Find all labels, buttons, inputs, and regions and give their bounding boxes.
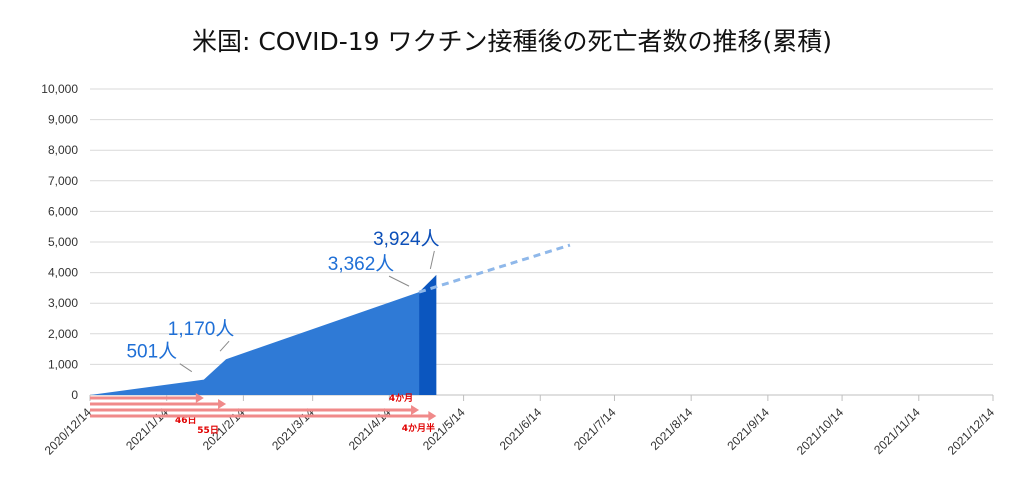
callout-leader-line bbox=[219, 340, 230, 352]
x-tick-label: 2021/8/14 bbox=[648, 405, 696, 453]
x-tick-label: 2021/4/14 bbox=[346, 405, 394, 453]
y-tick-label: 2,000 bbox=[48, 327, 78, 341]
callout-leader-line bbox=[179, 363, 193, 373]
y-tick-label: 5,000 bbox=[48, 235, 78, 249]
x-tick-label: 2021/3/14 bbox=[269, 405, 317, 453]
y-tick-label: 0 bbox=[71, 388, 78, 402]
x-tick-label: 2021/1/14 bbox=[123, 405, 171, 453]
y-tick-label: 10,000 bbox=[41, 82, 78, 96]
data-label: 3,362人 bbox=[328, 253, 395, 275]
callout-leader-line bbox=[388, 275, 410, 287]
x-tick-label: 2021/10/14 bbox=[794, 405, 847, 458]
duration-arrow-head bbox=[195, 393, 204, 403]
area-series-0 bbox=[90, 292, 420, 395]
duration-label: 46日 bbox=[175, 415, 197, 426]
duration-label: 4か月半 bbox=[402, 422, 435, 434]
data-label: 3,924人 bbox=[373, 228, 440, 250]
x-tick-label: 2021/7/14 bbox=[571, 405, 619, 453]
y-tick-label: 6,000 bbox=[48, 204, 78, 218]
area-series-1 bbox=[419, 274, 437, 395]
data-label: 1,170人 bbox=[168, 318, 235, 340]
y-tick-label: 1,000 bbox=[48, 357, 78, 371]
y-tick-label: 7,000 bbox=[48, 174, 78, 188]
duration-arrow-head bbox=[411, 405, 420, 415]
x-tick-label: 2021/9/14 bbox=[724, 405, 772, 453]
callout-leader-line bbox=[429, 250, 435, 270]
y-tick-label: 4,000 bbox=[48, 266, 78, 280]
chart-title: 米国: COVID-19 ワクチン接種後の死亡者数の推移(累積) bbox=[191, 27, 833, 56]
x-tick-label: 2020/12/14 bbox=[42, 405, 95, 458]
y-tick-label: 3,000 bbox=[48, 296, 78, 310]
duration-arrow-head bbox=[218, 399, 227, 409]
duration-label: 55日 bbox=[197, 425, 219, 436]
x-tick-label: 2021/12/14 bbox=[945, 405, 998, 458]
trend-dashed-line bbox=[418, 243, 571, 294]
x-tick-label: 2021/6/14 bbox=[497, 405, 545, 453]
data-label: 501人 bbox=[126, 341, 177, 363]
duration-label: 4か月 bbox=[389, 393, 413, 404]
duration-arrow-shaft bbox=[90, 396, 198, 400]
duration-arrow-shaft bbox=[90, 402, 221, 406]
y-tick-label: 9,000 bbox=[48, 113, 78, 127]
x-tick-label: 2021/11/14 bbox=[871, 405, 923, 457]
y-tick-label: 8,000 bbox=[48, 143, 78, 157]
duration-arrow-shaft bbox=[90, 414, 431, 418]
duration-arrow-head bbox=[428, 411, 437, 421]
duration-arrow-shaft bbox=[90, 408, 414, 412]
